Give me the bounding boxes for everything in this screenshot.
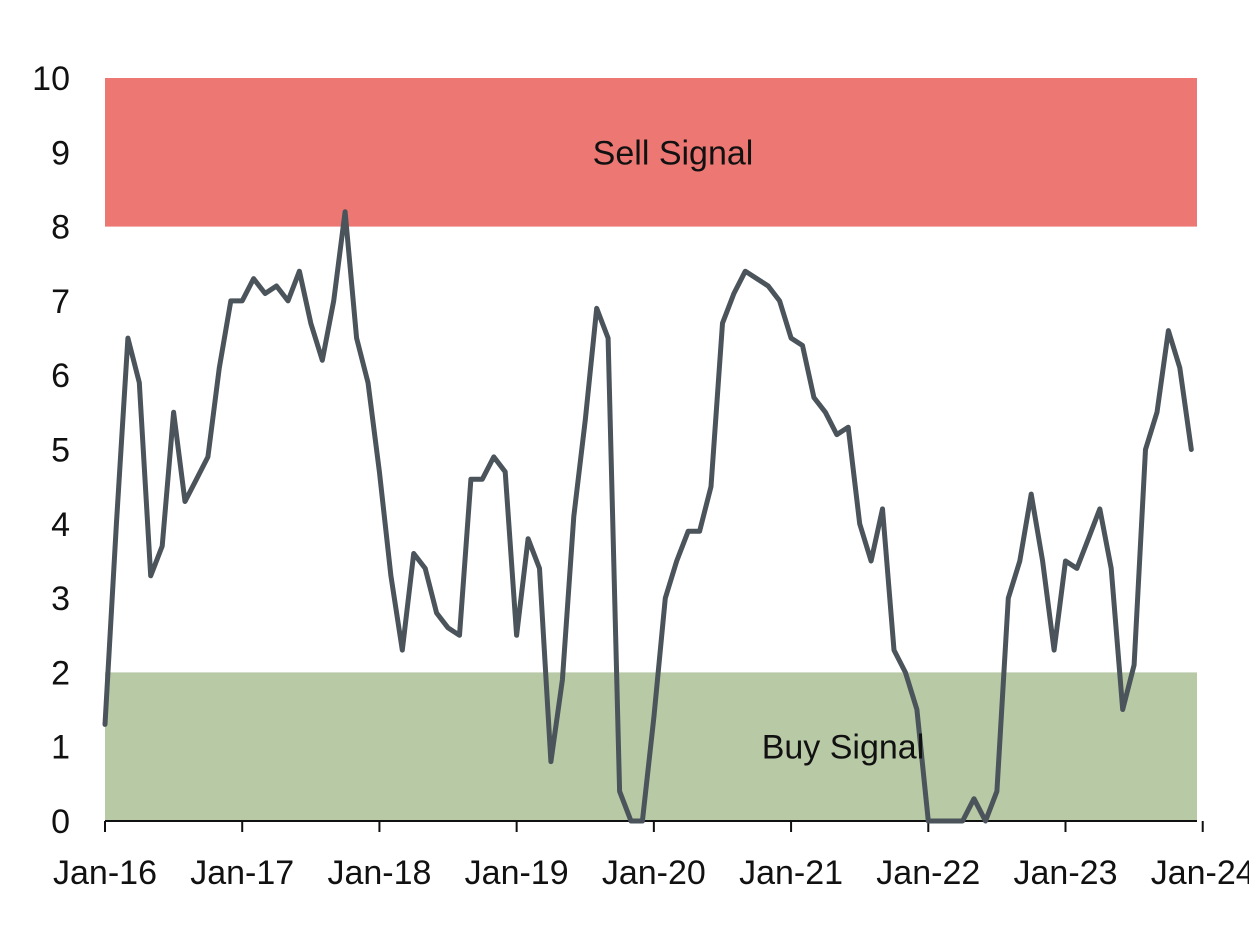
y-tick-label: 4 bbox=[51, 506, 70, 544]
signal-bands bbox=[105, 78, 1197, 821]
y-tick-label: 6 bbox=[51, 357, 70, 395]
band-sell bbox=[105, 78, 1197, 227]
series-line-group bbox=[102, 209, 1194, 824]
x-tick-label: Jan-23 bbox=[1014, 854, 1118, 892]
y-tick-label: 9 bbox=[51, 134, 70, 172]
y-tick-label: 0 bbox=[51, 803, 70, 841]
y-tick-label: 1 bbox=[51, 729, 70, 767]
y-tick-label: 10 bbox=[32, 60, 70, 98]
band-label-buy: Buy Signal bbox=[762, 729, 925, 767]
axes: 0 1 2 3 4 5 6 7 8 9 10 Jan-16 Jan-17 Jan-18 Jan-19 Jan-… bbox=[32, 60, 1249, 892]
x-tick-label: Jan-22 bbox=[876, 854, 980, 892]
y-tick-label: 5 bbox=[51, 432, 70, 470]
x-tick-label: Jan-17 bbox=[190, 854, 294, 892]
y-tick-label: 2 bbox=[51, 654, 70, 692]
x-tick-label: Jan-16 bbox=[53, 854, 157, 892]
series-line bbox=[102, 209, 1194, 824]
y-tick-label: 7 bbox=[51, 283, 70, 321]
x-tick-label: Jan-18 bbox=[327, 854, 431, 892]
x-tick-label: Jan-19 bbox=[465, 854, 569, 892]
x-tick-label: Jan-21 bbox=[739, 854, 843, 892]
x-tick-label: Jan-24 bbox=[1151, 854, 1249, 892]
y-tick-label: 8 bbox=[51, 209, 70, 247]
x-tick-label: Jan-20 bbox=[602, 854, 706, 892]
band-label-sell: Sell Signal bbox=[593, 134, 754, 172]
y-tick-label: 3 bbox=[51, 580, 70, 618]
band-labels: Sell Signal Buy Signal bbox=[593, 134, 925, 766]
